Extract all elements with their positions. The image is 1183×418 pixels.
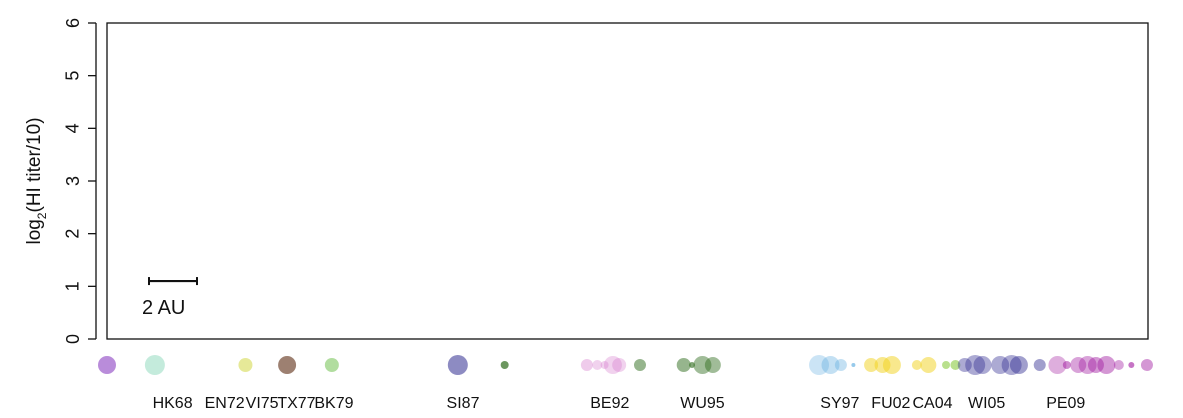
cluster-point-be92 [600,361,609,369]
cluster-label-vi75: VI75 [246,395,279,412]
scale-bar-label: 2 AU [142,297,185,319]
y-tick-label: 0 [63,334,83,344]
cluster-point-sy97 [834,359,847,371]
cluster-label-si87: SI87 [447,395,480,412]
cluster-point-pe09 [1070,357,1087,373]
cluster-point-wi05 [1009,356,1028,374]
y-tick-label: 5 [63,71,83,81]
cluster-point-ca04 [950,360,961,370]
cluster-label-en72: EN72 [205,395,245,412]
cluster-point-fu02 [920,357,937,373]
cluster-label-wu95: WU95 [680,395,725,412]
cluster-point-wu95 [500,361,509,369]
cluster-point-hk68 [98,356,116,374]
cluster-point-si87 [447,355,468,375]
cluster-point-pe09 [1128,362,1135,368]
cluster-point-sy97 [851,363,856,367]
y-tick-label: 3 [63,176,83,186]
cluster-point-wi05 [965,355,986,375]
cluster-points [98,355,1153,375]
cluster-point-wu95 [693,356,712,374]
cluster-point-wi05 [991,356,1010,374]
cluster-point-sy97 [821,356,840,374]
cluster-point-be92 [612,358,627,372]
cluster-point-be92 [592,360,603,370]
cluster-point-tx77 [278,356,297,374]
cluster-point-wi05 [973,356,992,374]
cluster-point-wu95 [633,359,646,371]
cluster-point-fu02 [882,356,901,374]
cluster-label-bk79: BK79 [314,395,353,412]
cluster-point-wu95 [689,362,696,368]
cluster-point-be92 [580,359,593,371]
cluster-point-pe09 [1097,356,1116,374]
cluster-point-pe09 [1140,359,1153,371]
y-axis-label: log2(HI titer/10) [24,117,49,244]
plot-frame [106,22,1149,340]
y-tick-label: 1 [63,281,83,291]
y-tick-label: 2 [63,229,83,239]
cluster-label-pe09: PE09 [1046,395,1085,412]
y-tick-label: 4 [63,123,83,133]
cluster-point-wi05 [957,358,972,372]
cluster-point-en72 [144,355,165,375]
cluster-point-pe09 [1087,357,1104,373]
cluster-label-fu02: FU02 [871,395,910,412]
cluster-point-ca04 [942,361,951,369]
cluster-label-be92: BE92 [590,395,629,412]
cluster-point-wi05 [1033,359,1046,371]
cluster-point-pe09 [1113,360,1124,370]
cluster-point-vi75 [238,358,253,372]
cluster-point-sy97 [809,355,830,375]
cluster-point-pe09 [1062,361,1071,369]
cluster-point-wi05 [1001,355,1022,375]
cluster-label-sy97: SY97 [820,395,859,412]
y-tick-label: 6 [63,18,83,28]
cluster-label-wi05: WI05 [968,395,1005,412]
cluster-point-fu02 [911,360,922,370]
cluster-point-wu95 [676,358,691,372]
cluster-point-fu02 [864,358,879,372]
cluster-label-tx77: TX77 [277,395,315,412]
cluster-label-ca04: CA04 [912,395,952,412]
cluster-point-wu95 [704,357,721,373]
cluster-point-bk79 [324,358,339,372]
cluster-point-be92 [603,356,622,374]
cluster-label-hk68: HK68 [153,395,193,412]
y-axis-ticks: 0 1 2 3 4 5 6 [63,18,96,344]
scale-bar: 2 AU [142,277,198,319]
cluster-point-pe09 [1078,356,1097,374]
cluster-point-pe09 [1048,356,1067,374]
